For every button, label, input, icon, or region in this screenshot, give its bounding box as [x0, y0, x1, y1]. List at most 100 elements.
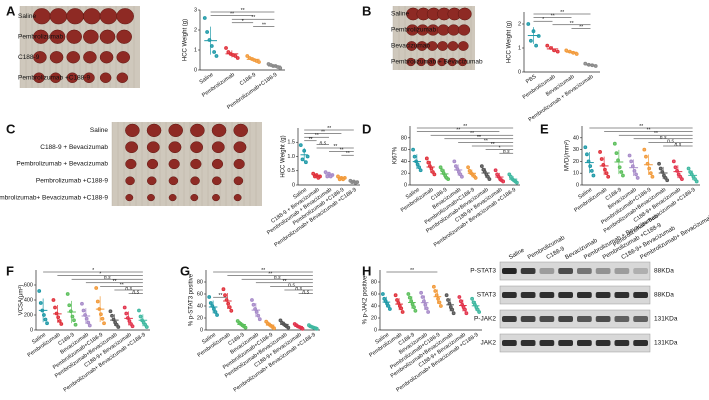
- tumor: [33, 72, 45, 83]
- data-point: [122, 305, 127, 310]
- tumor: [146, 141, 160, 154]
- tumor: [233, 176, 244, 186]
- y-axis-label: HCC Weight (g): [507, 21, 513, 63]
- tumor: [99, 72, 112, 83]
- data-point: [432, 172, 437, 177]
- data-point: [325, 174, 330, 179]
- data-point: [73, 322, 78, 327]
- data-point: [598, 150, 602, 154]
- panel-label: B: [362, 3, 371, 18]
- data-point: [311, 171, 316, 176]
- blot-row-label: JAK2: [480, 340, 496, 347]
- data-point: [585, 152, 589, 157]
- data-point: [57, 319, 62, 323]
- data-point: [233, 54, 238, 58]
- y-axis-label: HCC Weight (g): [183, 19, 189, 61]
- y-tick-label: 400: [24, 297, 33, 303]
- y-tick-label: 60: [401, 147, 407, 153]
- photo-row-label: Pembrolizumab+ Bevacizumab +C188-9: [0, 194, 108, 201]
- y-tick-label: 40: [197, 303, 203, 309]
- data-point: [395, 298, 399, 302]
- tumor: [233, 141, 247, 154]
- blot-band: [558, 292, 573, 298]
- tumor: [99, 29, 116, 44]
- y-tick-label: 1: [518, 45, 521, 51]
- tumor: [116, 51, 131, 64]
- significance-label: **: [560, 10, 565, 16]
- blot-strip: [499, 261, 651, 281]
- significance-label: *: [92, 268, 95, 274]
- significance-label: n.s: [288, 282, 295, 288]
- panel-label: D: [362, 121, 371, 136]
- data-point: [686, 166, 691, 171]
- tumor: [49, 29, 66, 44]
- data-point: [452, 159, 457, 164]
- x-tick-label: Saline: [199, 72, 215, 86]
- blot-band: [502, 268, 517, 274]
- photo-row-label: Pembrolizumab +C188-9: [18, 74, 90, 81]
- significance-label: *: [498, 146, 501, 152]
- blot-band: [633, 316, 648, 322]
- data-point: [591, 173, 596, 178]
- tumor: [427, 57, 437, 67]
- data-point: [215, 313, 219, 317]
- data-point: [400, 310, 405, 314]
- data-point: [446, 177, 451, 182]
- data-point: [223, 293, 227, 298]
- data-point: [606, 174, 611, 179]
- significance-label: **: [456, 128, 461, 134]
- blot-band: [558, 340, 573, 346]
- data-point: [406, 292, 411, 296]
- data-point: [100, 316, 105, 321]
- tumor: [168, 176, 179, 186]
- panel-label: C: [6, 121, 16, 136]
- data-point: [67, 303, 72, 308]
- data-point: [438, 165, 443, 170]
- blot-band: [520, 340, 536, 346]
- tumor: [82, 8, 101, 25]
- x-tick-label: C188-9: [239, 72, 257, 87]
- tumor: [49, 8, 68, 25]
- data-point: [648, 171, 653, 176]
- significance-label: **: [120, 282, 125, 288]
- data-point: [438, 304, 443, 308]
- data-point: [671, 159, 676, 164]
- data-point: [665, 178, 670, 183]
- y-tick-label: 20: [197, 315, 203, 321]
- y-tick-label: 20: [371, 315, 377, 321]
- blot-band: [633, 292, 648, 298]
- blot-band: [520, 292, 536, 298]
- photo-row-label: Bevacizumab: [391, 43, 430, 50]
- data-point: [583, 145, 588, 150]
- tumor: [49, 72, 62, 83]
- data-point: [407, 295, 412, 300]
- significance-label: **: [262, 22, 267, 28]
- tumor: [66, 51, 81, 64]
- data-point: [612, 141, 617, 146]
- data-point: [102, 321, 106, 326]
- blot-band: [614, 340, 630, 346]
- data-point: [477, 310, 482, 314]
- data-point: [604, 171, 609, 176]
- data-point: [399, 306, 404, 311]
- tumor: [125, 123, 140, 138]
- data-point: [256, 313, 261, 318]
- data-point: [250, 298, 254, 302]
- blot-band: [520, 316, 536, 322]
- data-point: [451, 311, 456, 316]
- data-point: [393, 293, 398, 298]
- tumor: [116, 8, 134, 25]
- blot-band: [502, 316, 517, 322]
- data-point: [431, 284, 436, 289]
- significance-label: **: [268, 272, 273, 278]
- data-point: [424, 156, 429, 161]
- tumor: [125, 194, 134, 202]
- data-point: [130, 324, 135, 329]
- significance-label: n.s: [503, 149, 510, 155]
- data-point: [328, 174, 333, 179]
- data-point: [144, 325, 149, 329]
- data-point: [658, 166, 663, 171]
- y-tick-label: 40: [371, 303, 377, 309]
- data-point: [673, 165, 678, 170]
- data-point: [212, 50, 217, 54]
